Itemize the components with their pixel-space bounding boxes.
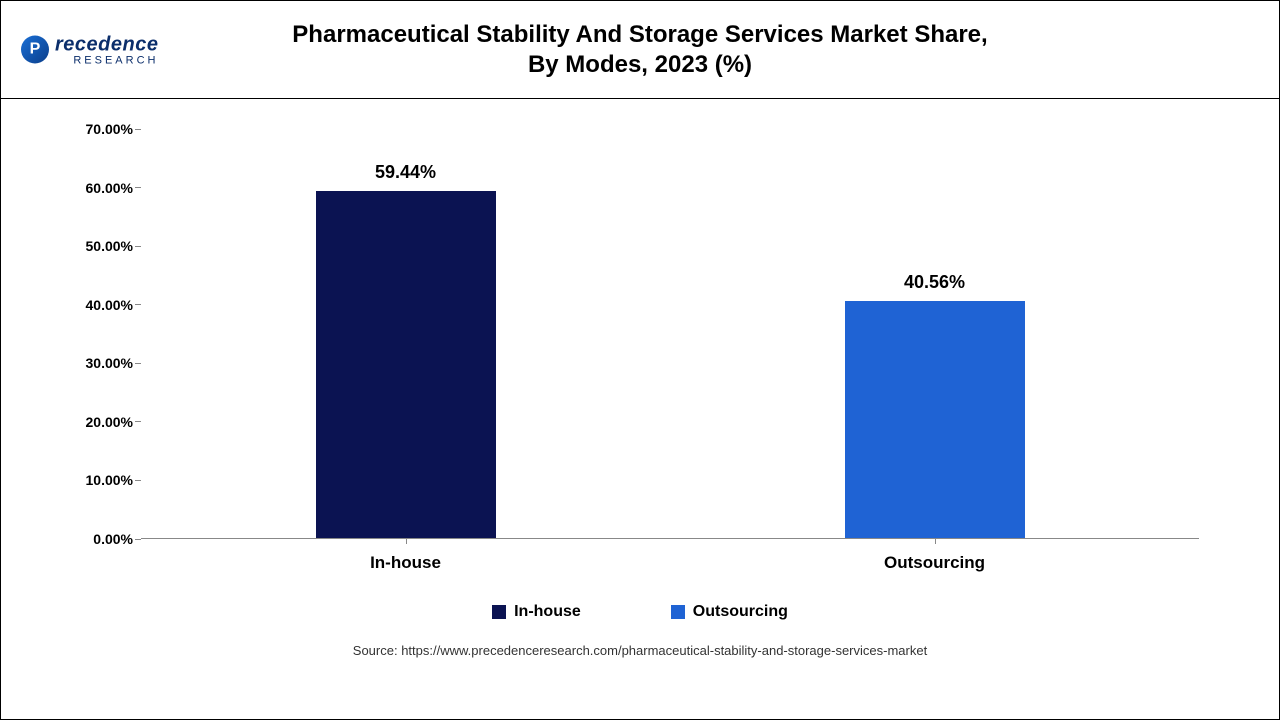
x-axis-label: In-house — [141, 553, 670, 573]
y-tick: 30.00% — [86, 355, 133, 371]
chart-title-line1: Pharmaceutical Stability And Storage Ser… — [292, 21, 987, 48]
legend-label: In-house — [514, 603, 581, 621]
legend-swatch — [492, 605, 506, 619]
y-tick-label: 20.00% — [86, 414, 133, 430]
chart-body: 0.00% 10.00% 20.00% 30.00% 40.00% 50.00% 60.00… — [1, 99, 1279, 719]
x-axis-label: Outsourcing — [670, 553, 1199, 573]
y-tick: 50.00% — [86, 238, 133, 254]
y-tick: 20.00% — [86, 414, 133, 430]
legend: In-house Outsourcing — [61, 603, 1219, 621]
y-tick-label: 30.00% — [86, 355, 133, 371]
y-tick-label: 40.00% — [86, 297, 133, 313]
y-tick: 40.00% — [86, 297, 133, 313]
y-tick-label: 60.00% — [86, 180, 133, 196]
plot: 0.00%10.00%20.00%30.00%40.00%50.00%60.00… — [141, 129, 1199, 539]
source-prefix: Source: — [353, 643, 401, 658]
brand-logo: P recedence RESEARCH — [21, 33, 158, 66]
legend-item: In-house — [492, 603, 581, 621]
bar: 59.44% — [316, 191, 496, 538]
bar-slot: 40.56% — [670, 129, 1199, 538]
plot-area: 59.44% 40.56% — [141, 129, 1199, 539]
legend-item: Outsourcing — [671, 603, 788, 621]
source-line: Source: https://www.precedenceresearch.c… — [61, 643, 1219, 658]
brand-name-sub: RESEARCH — [55, 54, 158, 66]
y-tick-label: 10.00% — [86, 472, 133, 488]
brand-logo-mark: P — [21, 36, 49, 64]
x-tick-mark — [406, 538, 407, 544]
source-url: https://www.precedenceresearch.com/pharm… — [401, 643, 927, 658]
y-tick-label: 0.00% — [93, 531, 133, 547]
y-tick: 70.00% — [86, 121, 133, 137]
legend-label: Outsourcing — [693, 603, 788, 621]
x-tick-mark — [935, 538, 936, 544]
chart-title-line2: By Modes, 2023 (%) — [528, 51, 752, 78]
y-axis: 0.00%10.00%20.00%30.00%40.00%50.00%60.00… — [61, 129, 141, 539]
y-tick: 0.00% — [93, 531, 133, 547]
y-tick-label: 70.00% — [86, 121, 133, 137]
bar-value-label: 40.56% — [904, 272, 965, 293]
legend-swatch — [671, 605, 685, 619]
bars-group: 59.44% 40.56% — [141, 129, 1199, 538]
brand-logo-text: recedence RESEARCH — [55, 33, 158, 66]
chart-container: P recedence RESEARCH Pharmaceutical Stab… — [0, 0, 1280, 720]
brand-logo-letter: P — [30, 41, 41, 59]
bar-slot: 59.44% — [141, 129, 670, 538]
bar: 40.56% — [845, 301, 1025, 538]
y-tick: 60.00% — [86, 180, 133, 196]
title-region: P recedence RESEARCH Pharmaceutical Stab… — [1, 1, 1279, 99]
brand-name-main: recedence — [55, 33, 158, 55]
y-tick-label: 50.00% — [86, 238, 133, 254]
chart-title: Pharmaceutical Stability And Storage Ser… — [292, 20, 987, 80]
bar-value-label: 59.44% — [375, 162, 436, 183]
x-axis-labels: In-houseOutsourcing — [141, 553, 1199, 573]
y-tick: 10.00% — [86, 472, 133, 488]
